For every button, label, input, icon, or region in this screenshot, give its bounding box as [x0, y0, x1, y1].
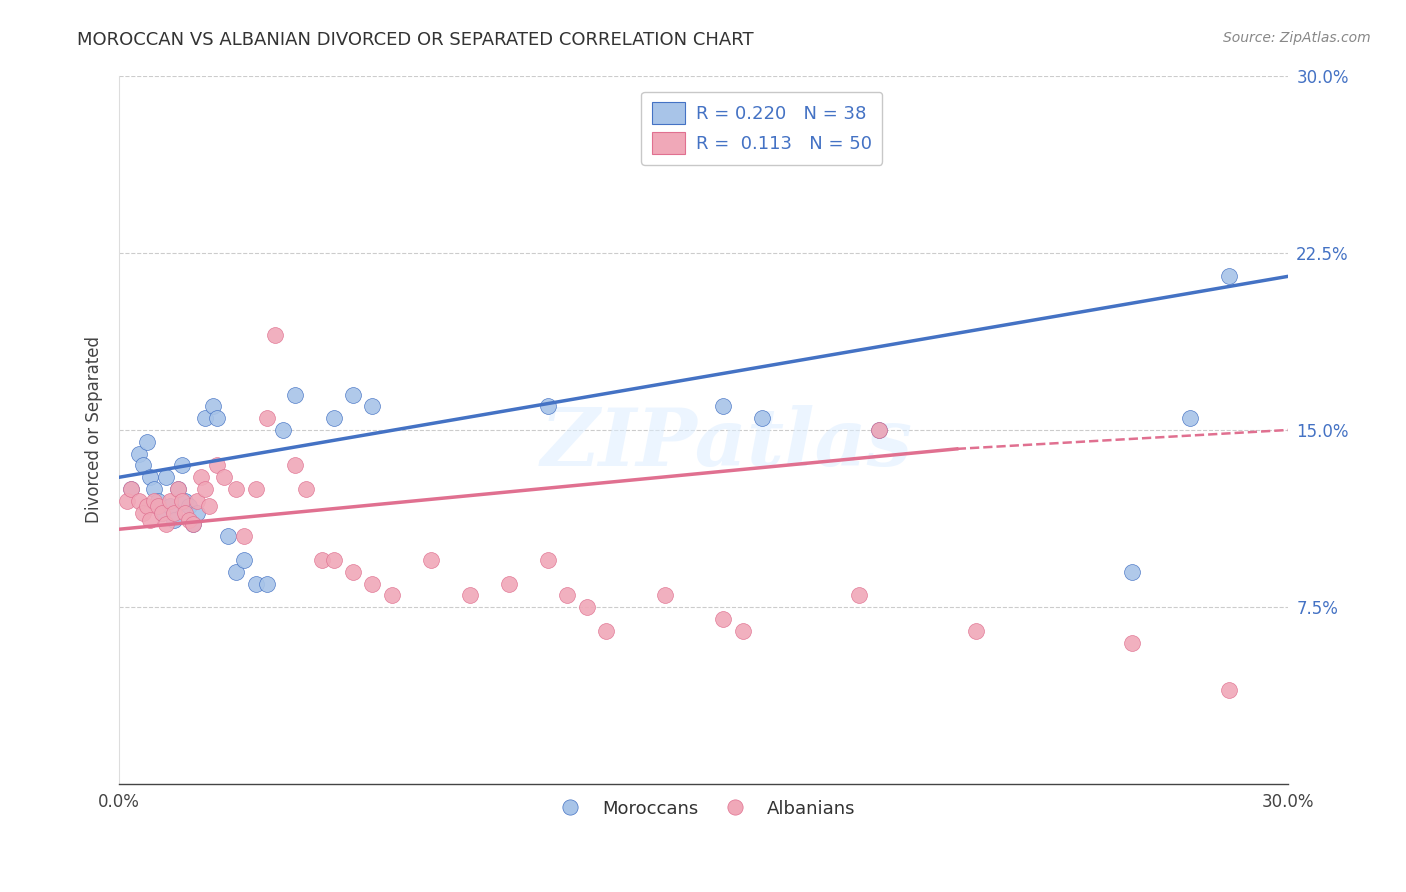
Point — [186, 494, 208, 508]
Point — [205, 458, 228, 473]
Point — [205, 411, 228, 425]
Point — [128, 447, 150, 461]
Point — [271, 423, 294, 437]
Point — [201, 400, 224, 414]
Point — [284, 387, 307, 401]
Point — [159, 494, 181, 508]
Point — [181, 517, 204, 532]
Point — [225, 482, 247, 496]
Point — [284, 458, 307, 473]
Point — [381, 588, 404, 602]
Point — [174, 494, 197, 508]
Point — [361, 576, 384, 591]
Point — [654, 588, 676, 602]
Point — [194, 482, 217, 496]
Point — [1218, 682, 1240, 697]
Point — [342, 565, 364, 579]
Point — [555, 588, 578, 602]
Point — [751, 411, 773, 425]
Point — [163, 513, 186, 527]
Point — [264, 328, 287, 343]
Point — [965, 624, 987, 638]
Point — [868, 423, 890, 437]
Point — [135, 499, 157, 513]
Point — [150, 506, 173, 520]
Point — [711, 400, 734, 414]
Point — [159, 499, 181, 513]
Point — [295, 482, 318, 496]
Text: ZIPatlas: ZIPatlas — [541, 405, 912, 483]
Point — [174, 506, 197, 520]
Point — [179, 499, 201, 513]
Point — [131, 458, 153, 473]
Point — [135, 434, 157, 449]
Point — [575, 600, 598, 615]
Point — [120, 482, 142, 496]
Point — [139, 470, 162, 484]
Legend: Moroccans, Albanians: Moroccans, Albanians — [544, 793, 863, 825]
Point — [232, 529, 254, 543]
Point — [155, 470, 177, 484]
Point — [186, 506, 208, 520]
Point — [217, 529, 239, 543]
Point — [181, 517, 204, 532]
Point — [458, 588, 481, 602]
Point — [198, 499, 221, 513]
Point — [115, 494, 138, 508]
Point — [537, 400, 560, 414]
Point — [711, 612, 734, 626]
Point — [194, 411, 217, 425]
Point — [1121, 565, 1143, 579]
Point — [868, 423, 890, 437]
Point — [361, 400, 384, 414]
Point — [170, 458, 193, 473]
Point — [166, 482, 188, 496]
Point — [654, 139, 676, 153]
Point — [731, 624, 754, 638]
Point — [170, 494, 193, 508]
Point — [245, 576, 267, 591]
Point — [1180, 411, 1202, 425]
Point — [245, 482, 267, 496]
Point — [1218, 269, 1240, 284]
Point — [322, 411, 344, 425]
Point — [163, 506, 186, 520]
Point — [342, 387, 364, 401]
Text: MOROCCAN VS ALBANIAN DIVORCED OR SEPARATED CORRELATION CHART: MOROCCAN VS ALBANIAN DIVORCED OR SEPARAT… — [77, 31, 754, 49]
Point — [155, 517, 177, 532]
Point — [166, 482, 188, 496]
Point — [498, 576, 520, 591]
Point — [150, 506, 173, 520]
Point — [419, 553, 441, 567]
Point — [179, 513, 201, 527]
Point — [143, 482, 166, 496]
Point — [232, 553, 254, 567]
Point — [148, 499, 170, 513]
Point — [311, 553, 333, 567]
Point — [128, 494, 150, 508]
Point — [143, 494, 166, 508]
Point — [537, 553, 560, 567]
Point — [256, 576, 278, 591]
Point — [214, 470, 236, 484]
Point — [131, 506, 153, 520]
Point — [139, 513, 162, 527]
Text: Source: ZipAtlas.com: Source: ZipAtlas.com — [1223, 31, 1371, 45]
Y-axis label: Divorced or Separated: Divorced or Separated — [86, 336, 103, 524]
Point — [190, 470, 212, 484]
Point — [848, 588, 870, 602]
Point — [256, 411, 278, 425]
Point — [148, 494, 170, 508]
Point — [595, 624, 617, 638]
Point — [322, 553, 344, 567]
Point — [1121, 635, 1143, 649]
Point — [120, 482, 142, 496]
Point — [225, 565, 247, 579]
